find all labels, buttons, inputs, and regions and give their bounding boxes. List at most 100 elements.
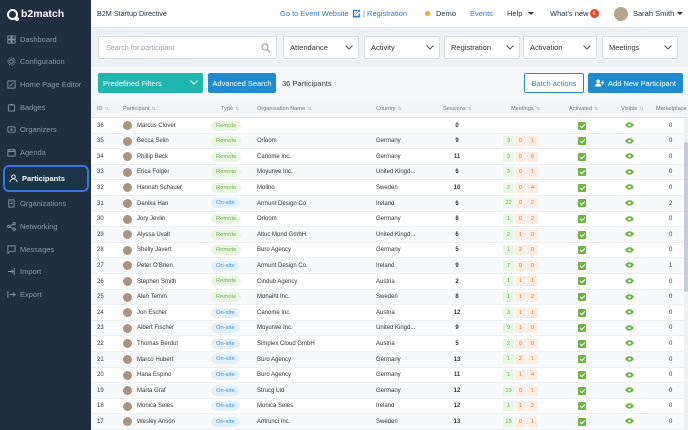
visible-eye-icon[interactable]	[625, 169, 634, 175]
table-row[interactable]: 24 Jon Escher On-site Canome Inc. Austria 12 3…	[91, 305, 688, 321]
visible-eye-icon[interactable]	[625, 247, 634, 253]
batch-actions-button[interactable]: Batch actions	[524, 73, 584, 93]
table-row[interactable]: 20 Hana Espino On-site Buro Agency Germany 11…	[91, 368, 688, 384]
sidebar-item-agenda[interactable]: Agenda	[0, 141, 91, 164]
participant-name[interactable]: Marco Hubert	[137, 356, 174, 363]
visible-toggle[interactable]	[625, 278, 634, 286]
header-participant[interactable]: Participant ⇅	[123, 106, 156, 112]
participant-name[interactable]: Marcus Clover	[137, 122, 176, 129]
visible-eye-icon[interactable]	[625, 262, 634, 269]
sidebar-item-participants[interactable]: Participants	[3, 164, 89, 192]
visible-toggle[interactable]	[625, 340, 634, 348]
visible-toggle[interactable]	[625, 231, 634, 239]
table-row[interactable]: 31 Danika Han On-site Armunt Design Co Irela…	[91, 195, 688, 212]
visible-eye-icon[interactable]	[625, 153, 634, 159]
registration-link[interactable]: | Registration	[363, 9, 408, 18]
header-marketplace[interactable]: Marketplace	[656, 106, 686, 112]
whats-new-button[interactable]: What's new 6	[550, 9, 599, 18]
advanced-search-button[interactable]: Advanced Search	[208, 73, 276, 93]
table-row[interactable]: 35 Becca Selin Remote Orloom Germany 9 3 0 1 0	[91, 133, 688, 150]
visible-eye-icon[interactable]	[625, 418, 634, 424]
visible-toggle[interactable]	[625, 153, 634, 161]
activated-checkbox[interactable]	[578, 386, 586, 395]
scrollbar-thumb[interactable]	[684, 142, 688, 292]
table-row[interactable]: 27 Peter O'Brien On-site Armunt Design Co. I…	[91, 258, 688, 274]
activated-checkbox[interactable]	[578, 355, 586, 364]
registration-filter[interactable]: Registration	[444, 36, 520, 59]
visible-toggle[interactable]	[625, 184, 634, 192]
table-row[interactable]: 30 Jory Jevlin Remote Orloom Germany 8 1 0 2 0	[91, 212, 688, 228]
visible-eye-icon[interactable]	[625, 356, 634, 362]
sidebar-item-home-page-editor[interactable]: Home Page Editor	[0, 73, 91, 96]
activity-filter[interactable]: Activity	[364, 36, 440, 59]
header-meetings[interactable]: Meetings ⇅	[511, 106, 540, 112]
table-row[interactable]: 26 Stephen Smith Remote Cindub Agency Austri…	[91, 274, 688, 290]
activated-checkbox[interactable]	[578, 183, 586, 192]
add-new-participant-button[interactable]: Add New Participant	[588, 73, 683, 93]
visible-toggle[interactable]	[625, 122, 634, 130]
activated-checkbox[interactable]	[578, 277, 586, 286]
visible-toggle[interactable]	[625, 356, 634, 364]
visible-eye-icon[interactable]	[625, 278, 634, 284]
participant-name[interactable]: Alen Temm	[137, 294, 167, 301]
participant-name[interactable]: Wesley Anson	[137, 418, 175, 425]
activated-checkbox[interactable]	[578, 199, 586, 208]
visible-eye-icon[interactable]	[625, 293, 634, 300]
activated-checkbox[interactable]	[578, 324, 586, 333]
activated-checkbox[interactable]	[578, 371, 586, 379]
visible-toggle[interactable]	[625, 371, 634, 380]
visible-toggle[interactable]	[625, 262, 634, 270]
sidebar-item-badges[interactable]: Badges	[0, 96, 91, 119]
participant-name[interactable]: Erica Folger	[137, 169, 170, 176]
visible-eye-icon[interactable]	[625, 387, 634, 393]
visible-eye-icon[interactable]	[625, 402, 634, 409]
header-organisation[interactable]: Organisation Name ⇅	[257, 106, 311, 112]
header-visible[interactable]: Visible ⇅	[621, 106, 644, 112]
sidebar-item-messages[interactable]: Messages	[0, 238, 91, 261]
activated-checkbox[interactable]	[578, 293, 586, 302]
activated-checkbox[interactable]	[578, 121, 586, 130]
visible-toggle[interactable]	[625, 169, 634, 177]
table-row[interactable]: 23 Albert Fischer On-site Moyurwe Inc. Unite…	[91, 320, 688, 337]
visible-toggle[interactable]	[625, 215, 634, 224]
participant-name[interactable]: Jory Jevlin	[137, 216, 166, 223]
brand-logo[interactable]: b2match	[0, 0, 91, 28]
meetings-filter[interactable]: Meetings	[602, 36, 678, 59]
sidebar-item-dashboard[interactable]: Dashboard	[0, 28, 91, 51]
visible-toggle[interactable]	[625, 293, 634, 302]
visible-toggle[interactable]	[625, 418, 634, 426]
visible-eye-icon[interactable]	[625, 137, 634, 144]
participant-name[interactable]: Albert Fischer	[137, 325, 175, 332]
visible-toggle[interactable]	[625, 309, 634, 317]
header-sessions[interactable]: Sessions ⇅	[443, 106, 472, 112]
activated-checkbox[interactable]	[578, 417, 586, 426]
participant-name[interactable]: Stephen Smith	[137, 278, 177, 285]
visible-eye-icon[interactable]	[625, 184, 634, 191]
table-row[interactable]: 25 Alen Temm Remote Monaiht Inc. Sweden 8 1 1 2 0	[91, 289, 688, 306]
activated-checkbox[interactable]	[578, 246, 586, 255]
participant-name[interactable]: Becca Selin	[137, 138, 169, 145]
participant-name[interactable]: Marta Graf	[137, 387, 166, 394]
header-id[interactable]: ID ⇅	[97, 106, 109, 112]
user-menu[interactable]: Sarah Smith	[614, 6, 684, 21]
participant-name[interactable]: Hannah Schauer	[137, 184, 183, 191]
visible-eye-icon[interactable]	[625, 200, 634, 206]
participant-name[interactable]: Alyssa Uvalt	[137, 231, 171, 238]
help-menu[interactable]: Help	[507, 9, 534, 18]
activated-checkbox[interactable]	[578, 215, 586, 224]
visible-toggle[interactable]	[625, 387, 634, 395]
table-row[interactable]: 22 Thomas Berdut On-site Simplex Cloud GmbH…	[91, 336, 688, 352]
activated-checkbox[interactable]	[578, 339, 586, 348]
visible-eye-icon[interactable]	[625, 231, 634, 237]
participant-name[interactable]: Danika Han	[137, 200, 169, 207]
visible-eye-icon[interactable]	[625, 122, 634, 128]
visible-eye-icon[interactable]	[625, 325, 634, 331]
visible-toggle[interactable]	[625, 325, 634, 333]
sidebar-item-import[interactable]: Import	[0, 260, 91, 283]
sidebar-item-export[interactable]: Export	[0, 283, 91, 306]
visible-toggle[interactable]	[625, 247, 634, 255]
visible-toggle[interactable]	[625, 200, 634, 208]
vertical-scrollbar[interactable]	[684, 118, 688, 430]
visible-toggle[interactable]	[625, 402, 634, 411]
participant-name[interactable]: Jon Escher	[137, 309, 168, 316]
